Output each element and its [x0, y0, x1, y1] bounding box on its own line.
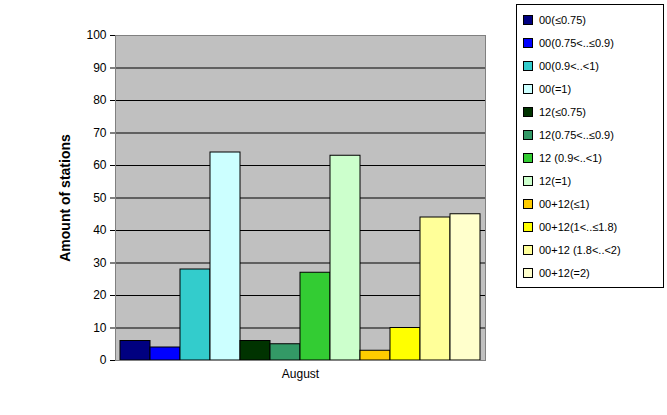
svg-text:August: August	[282, 367, 320, 381]
html-text:12(≤0.75): 12(≤0.75)	[539, 105, 586, 118]
svg-text:60: 60	[93, 158, 107, 172]
html-text:12(0.75<..≤0.9): 12(0.75<..≤0.9)	[539, 128, 614, 141]
html-text:00+12(1<..≤1.8): 00+12(1<..≤1.8)	[539, 220, 618, 233]
html-text:00(=1): 00(=1)	[539, 82, 572, 95]
html-text:12 (0.9<..<1): 12 (0.9<..<1)	[539, 151, 602, 164]
svg-text:Amount of stations: Amount of stations	[57, 134, 73, 262]
svg-text:0: 0	[100, 353, 107, 367]
svg-text:10: 10	[93, 321, 107, 335]
svg-text:80: 80	[93, 93, 107, 107]
html-text:00(0.9<..<1): 00(0.9<..<1)	[539, 59, 599, 72]
svg-text:100: 100	[86, 28, 106, 42]
html-text:00+12(≤1): 00+12(≤1)	[539, 197, 590, 210]
html-text:00(≤0.75): 00(≤0.75)	[539, 13, 586, 26]
svg-text:40: 40	[93, 223, 107, 237]
svg-text:90: 90	[93, 61, 107, 75]
svg-text:70: 70	[93, 126, 107, 140]
svg-text:30: 30	[93, 256, 107, 270]
svg-text:50: 50	[93, 191, 107, 205]
html-text:00+12 (1.8<..<2): 00+12 (1.8<..<2)	[539, 243, 621, 256]
html-text:12(=1): 12(=1)	[539, 174, 572, 187]
svg-text:20: 20	[93, 288, 107, 302]
html-text:00+12(=2): 00+12(=2)	[539, 266, 590, 279]
html-text:00(0.75<..≤0.9): 00(0.75<..≤0.9)	[539, 36, 614, 49]
